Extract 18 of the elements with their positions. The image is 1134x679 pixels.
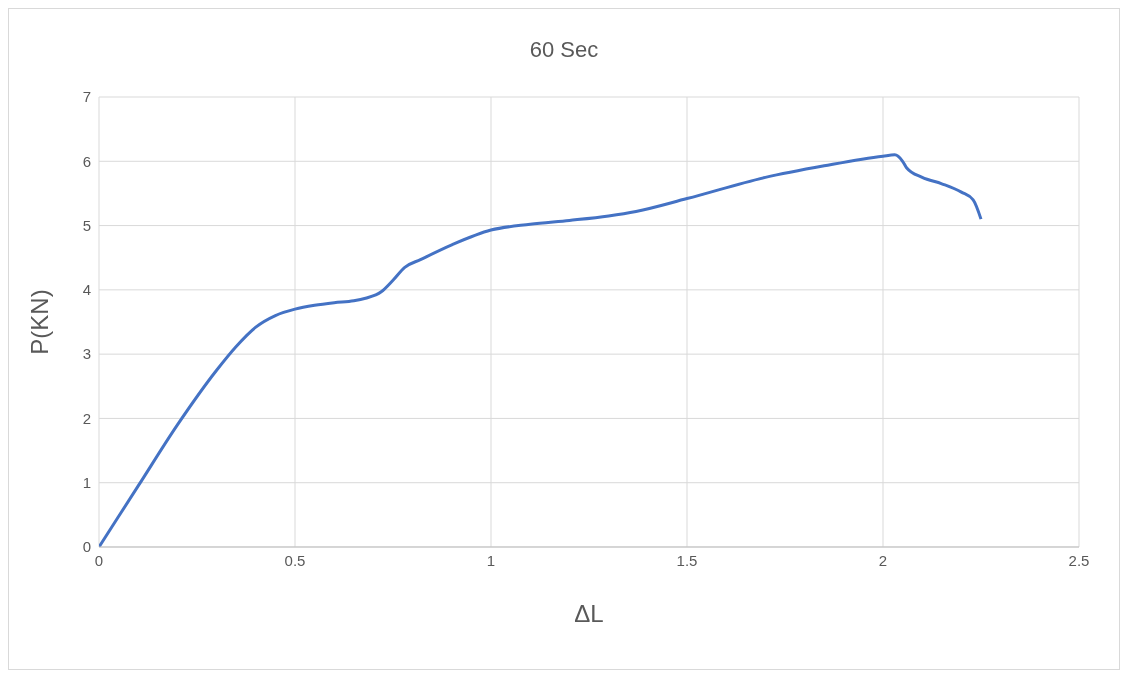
y-tick-label: 2	[82, 409, 91, 427]
y-axis-title: P(KN)	[25, 289, 53, 355]
chart-title: 60 Sec	[528, 37, 600, 64]
y-tick-label: 1	[82, 474, 91, 492]
line-series	[99, 153, 983, 547]
y-tick-label: 6	[82, 152, 91, 170]
y-tick-label: 4	[82, 281, 91, 299]
x-axis-title: ΔL	[574, 600, 604, 627]
x-tick-label: 0.5	[284, 551, 306, 569]
x-tick-label: 0	[94, 551, 104, 569]
x-tick-label: 1.5	[676, 551, 698, 569]
x-tick-label: 2	[878, 551, 888, 569]
x-tick-label: 2.5	[1068, 551, 1090, 569]
y-tick-label: 7	[82, 88, 91, 106]
y-tick-label: 5	[82, 216, 91, 234]
x-tick-label: 1	[486, 551, 496, 569]
y-tick-label: 3	[82, 345, 91, 363]
y-tick-label: 0	[82, 538, 91, 556]
